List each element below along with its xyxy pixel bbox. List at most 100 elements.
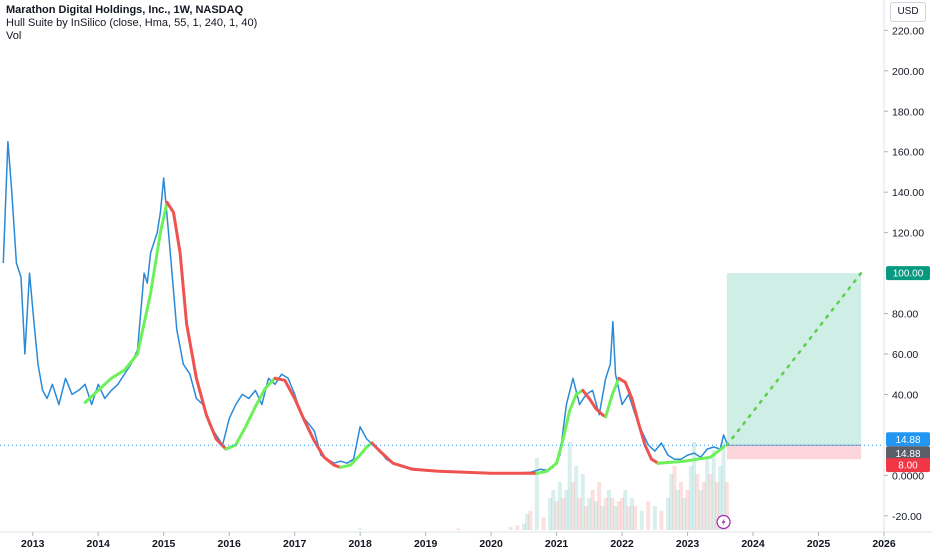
- volume-bar: [567, 442, 572, 530]
- volume-bar: [675, 490, 680, 530]
- lightning-icon: [721, 518, 726, 526]
- y-tick-label: 140.00: [892, 187, 924, 199]
- volume-bar: [685, 490, 690, 530]
- volume-bar: [521, 523, 526, 530]
- volume-bar: [580, 474, 585, 530]
- volume-bar: [688, 466, 693, 530]
- stop-zone: [726, 445, 862, 460]
- y-tick-label: 180.00: [892, 106, 924, 118]
- volume-bar: [695, 474, 700, 530]
- stop-badge-bg: [886, 458, 930, 473]
- volume-bar: [626, 506, 631, 530]
- hull-up-segment: [224, 376, 277, 451]
- volume-layer: [358, 442, 729, 530]
- volume-bar: [718, 466, 723, 530]
- hull-down-segment: [617, 376, 660, 465]
- volume-bar: [557, 482, 562, 530]
- volume-bar: [715, 482, 720, 530]
- x-tick-label: 2020: [479, 538, 503, 550]
- y-tick-label: 120.00: [892, 228, 924, 240]
- hull-suite-layer: [83, 200, 726, 475]
- volume-bar: [541, 517, 546, 530]
- volume-bar: [669, 474, 674, 530]
- volume-bar: [577, 498, 582, 530]
- y-tick-label: -20.00: [892, 511, 922, 523]
- x-tick-label: 2017: [283, 538, 307, 550]
- y-tick-label: 80.00: [892, 309, 918, 321]
- volume-bar: [652, 506, 657, 530]
- volume-bar: [525, 514, 530, 530]
- volume-bar: [705, 458, 710, 530]
- volume-bar: [551, 490, 556, 530]
- volume-bar: [564, 490, 569, 530]
- volume-bar: [659, 510, 664, 530]
- hull-up-segment: [83, 200, 169, 404]
- volume-bar: [620, 498, 625, 530]
- volume-bar: [600, 506, 605, 530]
- target-badge: 100.00: [893, 269, 924, 280]
- volume-bar: [584, 506, 589, 530]
- x-tick-label: 2013: [21, 538, 45, 550]
- x-tick-label: 2014: [87, 538, 111, 550]
- volume-bar: [623, 490, 628, 530]
- chart-legend: Marathon Digital Holdings, Inc., 1W, NAS…: [6, 4, 257, 43]
- position-tool[interactable]: [725, 271, 863, 460]
- volume-bar: [679, 482, 684, 530]
- x-tick-label: 2026: [872, 538, 896, 550]
- y-tick-label: 160.00: [892, 147, 924, 159]
- x-tick-label: 2021: [545, 538, 569, 550]
- hull-down-segment: [581, 388, 608, 419]
- volume-bar: [629, 498, 634, 530]
- volume-bar: [358, 528, 363, 530]
- price-badge-secondary-bg: [886, 446, 930, 461]
- volume-bar: [515, 525, 520, 530]
- volume-bar: [606, 490, 611, 530]
- volume-bar: [708, 474, 713, 530]
- target-badge-bg: [886, 266, 930, 281]
- volume-bar: [711, 450, 716, 530]
- volume-bar: [603, 498, 608, 530]
- volume-bar: [570, 482, 575, 530]
- x-tick-label: 2015: [152, 538, 176, 550]
- y-tick-label: 0.0000: [892, 470, 924, 482]
- hull-up-segment: [604, 376, 621, 419]
- x-tick-label: 2022: [610, 538, 634, 550]
- x-tick-label: 2023: [676, 538, 700, 550]
- price-badge: 14.88: [895, 435, 920, 446]
- volume-bar: [561, 498, 566, 530]
- symbol-title[interactable]: Marathon Digital Holdings, Inc., 1W, NAS…: [6, 4, 244, 16]
- hull-down-segment: [273, 376, 342, 469]
- volume-bar: [701, 482, 706, 530]
- volume-bar: [698, 490, 703, 530]
- volume-bar: [724, 482, 729, 530]
- hull-up-segment: [535, 388, 585, 475]
- projection-line: [725, 271, 863, 447]
- volume-bar: [508, 526, 513, 530]
- price-badge-secondary: 14.88: [895, 449, 920, 460]
- volume-bar: [610, 498, 615, 530]
- volume-bar: [692, 442, 697, 530]
- volume-label[interactable]: Vol: [6, 30, 22, 42]
- x-tick-label: 2018: [348, 538, 372, 550]
- volume-bar: [639, 510, 644, 530]
- volume-bar: [613, 506, 618, 530]
- volume-bar: [590, 490, 595, 530]
- volume-bar: [616, 501, 621, 530]
- currency-button[interactable]: USD: [890, 2, 926, 22]
- indicator-label[interactable]: Hull Suite by InSilico (close, Hma, 55, …: [6, 17, 258, 29]
- volume-bar: [672, 466, 677, 530]
- volume-bar: [593, 501, 598, 530]
- hull-down-segment: [165, 200, 228, 451]
- price-badge-bg: [886, 432, 930, 447]
- price-line: [2, 140, 728, 475]
- hull-down-segment: [370, 441, 539, 475]
- volume-bar: [548, 498, 553, 530]
- volume-bar: [587, 498, 592, 530]
- y-tick-label: 40.00: [892, 389, 918, 401]
- chart-extras: [0, 444, 884, 530]
- volume-bar: [554, 501, 559, 530]
- x-tick-label: 2019: [414, 538, 438, 550]
